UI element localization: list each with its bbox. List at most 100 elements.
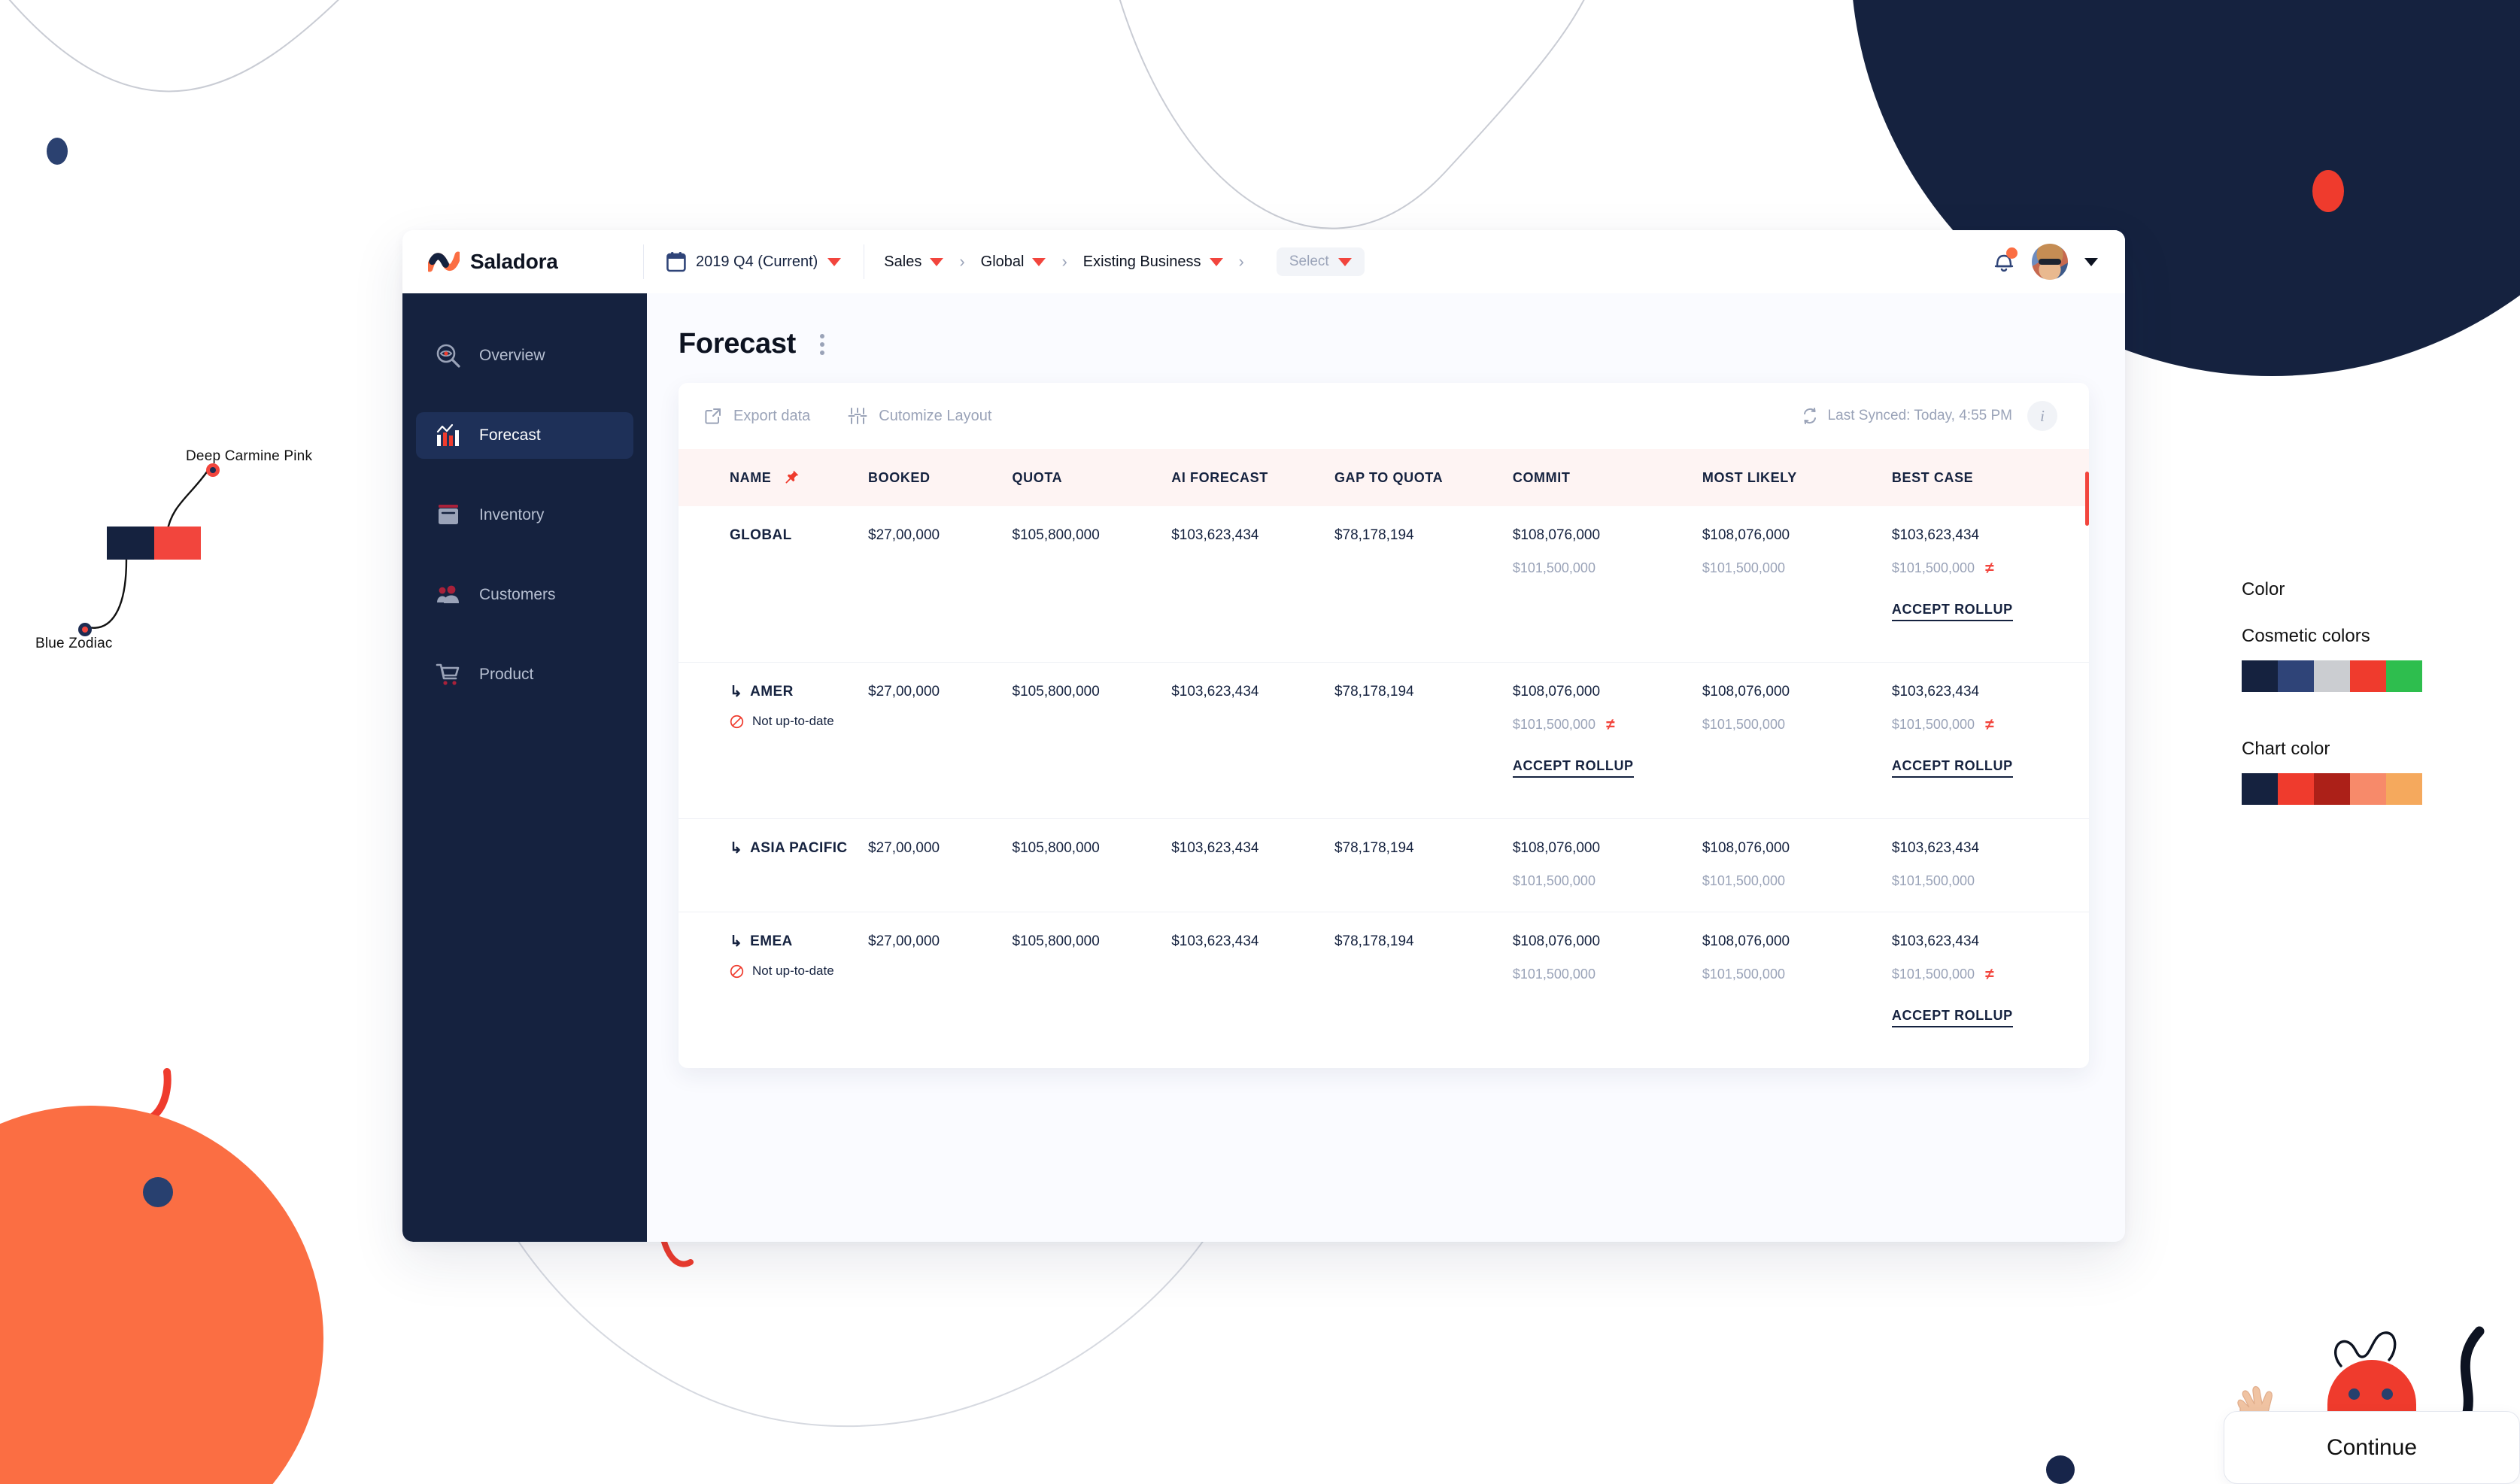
- column-header-booked[interactable]: BOOKED: [868, 469, 931, 485]
- navy-dot-bottom-decoration: [2046, 1455, 2075, 1484]
- value-primary: $103,623,434: [1171, 684, 1259, 700]
- breadcrumb-item-global[interactable]: Global: [981, 253, 1046, 271]
- value-secondary-amount: $101,500,000: [1702, 967, 1785, 982]
- mascot-eye-right: [2382, 1388, 2393, 1400]
- chart-swatch-2: [2314, 773, 2350, 805]
- cell-ai-forecast: $103,623,434: [1171, 662, 1334, 819]
- customize-layout-button[interactable]: Cutomize Layout: [848, 407, 991, 425]
- calendar-icon: [666, 252, 686, 272]
- customize-layout-label: Cutomize Layout: [879, 407, 992, 424]
- chart-swatch-0: [2242, 773, 2278, 805]
- accept-rollup-button[interactable]: ACCEPT ROLLUP: [1891, 602, 2013, 621]
- column-header-most-likely[interactable]: MOST LIKELY: [1702, 469, 1797, 485]
- last-synced-label: Last Synced: Today, 4:55 PM: [1827, 408, 2012, 423]
- cosmetic-swatch-4: [2386, 660, 2422, 692]
- brand[interactable]: Saladora: [402, 230, 643, 293]
- column-header-gap-to-quota[interactable]: GAP TO QUOTA: [1334, 469, 1444, 485]
- value-primary: $105,800,000: [1012, 840, 1100, 856]
- chevron-down-icon[interactable]: [1209, 257, 1223, 266]
- table-row[interactable]: ↳ EMEA Not up-to-date $27,00,000 $105,800,00…: [679, 912, 2089, 1069]
- sliders-icon: [848, 408, 867, 424]
- stale-label: Not up-to-date: [752, 714, 834, 728]
- value-primary: $108,076,000: [1702, 684, 1790, 700]
- value-primary: $105,800,000: [1012, 527, 1100, 543]
- cosmetic-colors-title: Cosmetic colors: [2242, 626, 2370, 646]
- chevron-down-icon[interactable]: [1337, 257, 1352, 266]
- chevron-down-icon[interactable]: [1032, 257, 1046, 266]
- value-secondary-amount: $101,500,000: [1891, 873, 1975, 888]
- column-header-ai-forecast[interactable]: AI FORECAST: [1171, 469, 1268, 485]
- accept-rollup-button[interactable]: ACCEPT ROLLUP: [1891, 1008, 2013, 1027]
- row-name: ↳ ASIA PACIFIC: [730, 840, 868, 857]
- chevron-down-icon[interactable]: [930, 257, 944, 266]
- breadcrumb-separator: ›: [1061, 252, 1067, 271]
- column-header-quota[interactable]: QUOTA: [1012, 469, 1063, 485]
- column-header-commit[interactable]: COMMIT: [1512, 469, 1571, 485]
- notifications-button[interactable]: [1993, 247, 2018, 274]
- cell-best-case: $103,623,434 $101,500,000 ≠ ACCEPT ROLLUP: [1891, 506, 2089, 663]
- cell-commit: $108,076,000 $101,500,000: [1512, 818, 1702, 912]
- rollup-wrap: ACCEPT ROLLUP: [1891, 733, 2089, 796]
- topbar-actions: [1993, 244, 2125, 280]
- page-options-kebab-icon[interactable]: [814, 329, 830, 360]
- value-secondary: $101,500,000: [1702, 717, 1892, 733]
- breadcrumb-separator: ›: [959, 252, 965, 271]
- cell-booked: $27,00,000: [868, 506, 1013, 663]
- cell-booked: $27,00,000: [868, 912, 1013, 1069]
- chevron-down-icon[interactable]: [2084, 257, 2098, 266]
- info-icon[interactable]: i: [2027, 401, 2057, 431]
- row-name: GLOBAL: [730, 527, 868, 544]
- not-equal-icon: ≠: [1984, 560, 1994, 577]
- value-secondary: $101,500,000: [1513, 873, 1702, 889]
- pin-icon: [785, 470, 799, 484]
- cell-most-likely: $108,076,000 $101,500,000: [1702, 818, 1892, 912]
- sidebar-item-customers[interactable]: Customers: [416, 572, 633, 618]
- value-secondary-amount: $101,500,000: [1512, 560, 1595, 575]
- value-primary: $78,178,194: [1334, 933, 1414, 949]
- forecast-table: NAME BOOKED QUOTA AI FORECAST GAP TO QUO…: [679, 449, 2089, 1068]
- cell-most-likely: $108,076,000 $101,500,000: [1702, 506, 1892, 663]
- column-header-name[interactable]: NAME: [679, 449, 868, 506]
- value-primary: $108,076,000: [1512, 840, 1601, 856]
- table-row[interactable]: ↳ ASIA PACIFIC $27,00,000 $105,800,000 $103,…: [679, 818, 2089, 912]
- table-row[interactable]: ↳ AMER Not up-to-date $27,00,000 $105,800,00…: [679, 662, 2089, 819]
- accept-rollup-button[interactable]: ACCEPT ROLLUP: [1891, 758, 2013, 778]
- color-palette-panel: Color Cosmetic colors Chart color: [2242, 579, 2467, 851]
- cell-best-case: $103,623,434 $101,500,000 ≠ ACCEPT ROLLUP: [1891, 662, 2089, 819]
- select-dropdown[interactable]: Select: [1276, 247, 1365, 276]
- sidebar-item-inventory[interactable]: Inventory: [416, 492, 633, 539]
- cell-best-case: $103,623,434 $101,500,000 ≠ ACCEPT ROLLUP: [1891, 912, 2089, 1069]
- scrollbar-thumb[interactable]: [2085, 472, 2089, 526]
- period-selector[interactable]: 2019 Q4 (Current): [644, 230, 864, 293]
- table-body: GLOBAL $27,00,000 $105,800,000 $103,623,434…: [679, 506, 2089, 1068]
- table-row[interactable]: GLOBAL $27,00,000 $105,800,000 $103,623,434…: [679, 506, 2089, 663]
- callout-label-deep-carmine-pink: Deep Carmine Pink: [186, 448, 313, 464]
- sync-status-group: Last Synced: Today, 4:55 PM i: [1802, 401, 2057, 431]
- value-secondary: $101,500,000: [1702, 560, 1892, 576]
- value-primary: $103,623,434: [1891, 840, 1980, 856]
- value-secondary-amount: $101,500,000: [1702, 560, 1785, 575]
- column-header-best-case[interactable]: BEST CASE: [1891, 469, 1974, 485]
- rollup-wrap: ACCEPT ROLLUP: [1891, 982, 2089, 1045]
- export-data-button[interactable]: Export data: [704, 407, 810, 425]
- sidebar-item-overview[interactable]: Overview: [416, 332, 633, 379]
- notification-badge: [2006, 247, 2018, 259]
- breadcrumb-item-sales[interactable]: Sales: [884, 253, 944, 271]
- not-equal-icon: ≠: [1605, 716, 1615, 733]
- cell-gap-to-quota: $78,178,194: [1334, 818, 1513, 912]
- sidebar: Overview Forecast Inventory: [402, 293, 647, 1242]
- value-secondary-amount: $101,500,000: [1512, 717, 1595, 732]
- callout-label-blue-zodiac: Blue Zodiac: [35, 636, 113, 651]
- sidebar-item-label: Overview: [479, 347, 545, 364]
- avatar[interactable]: [2032, 244, 2068, 280]
- chevron-down-icon[interactable]: [827, 257, 842, 266]
- sidebar-item-forecast[interactable]: Forecast: [416, 412, 633, 459]
- accept-rollup-button[interactable]: ACCEPT ROLLUP: [1512, 758, 1634, 778]
- breadcrumb: Sales › Global › Existing Business › Sel…: [864, 230, 1365, 293]
- sidebar-item-product[interactable]: Product: [416, 651, 633, 698]
- value-primary: $103,623,434: [1891, 933, 1980, 949]
- child-arrow-icon: ↳: [730, 933, 743, 950]
- continue-button[interactable]: Continue: [2224, 1411, 2520, 1484]
- export-icon: [705, 408, 721, 424]
- breadcrumb-item-existing-business[interactable]: Existing Business: [1083, 253, 1223, 271]
